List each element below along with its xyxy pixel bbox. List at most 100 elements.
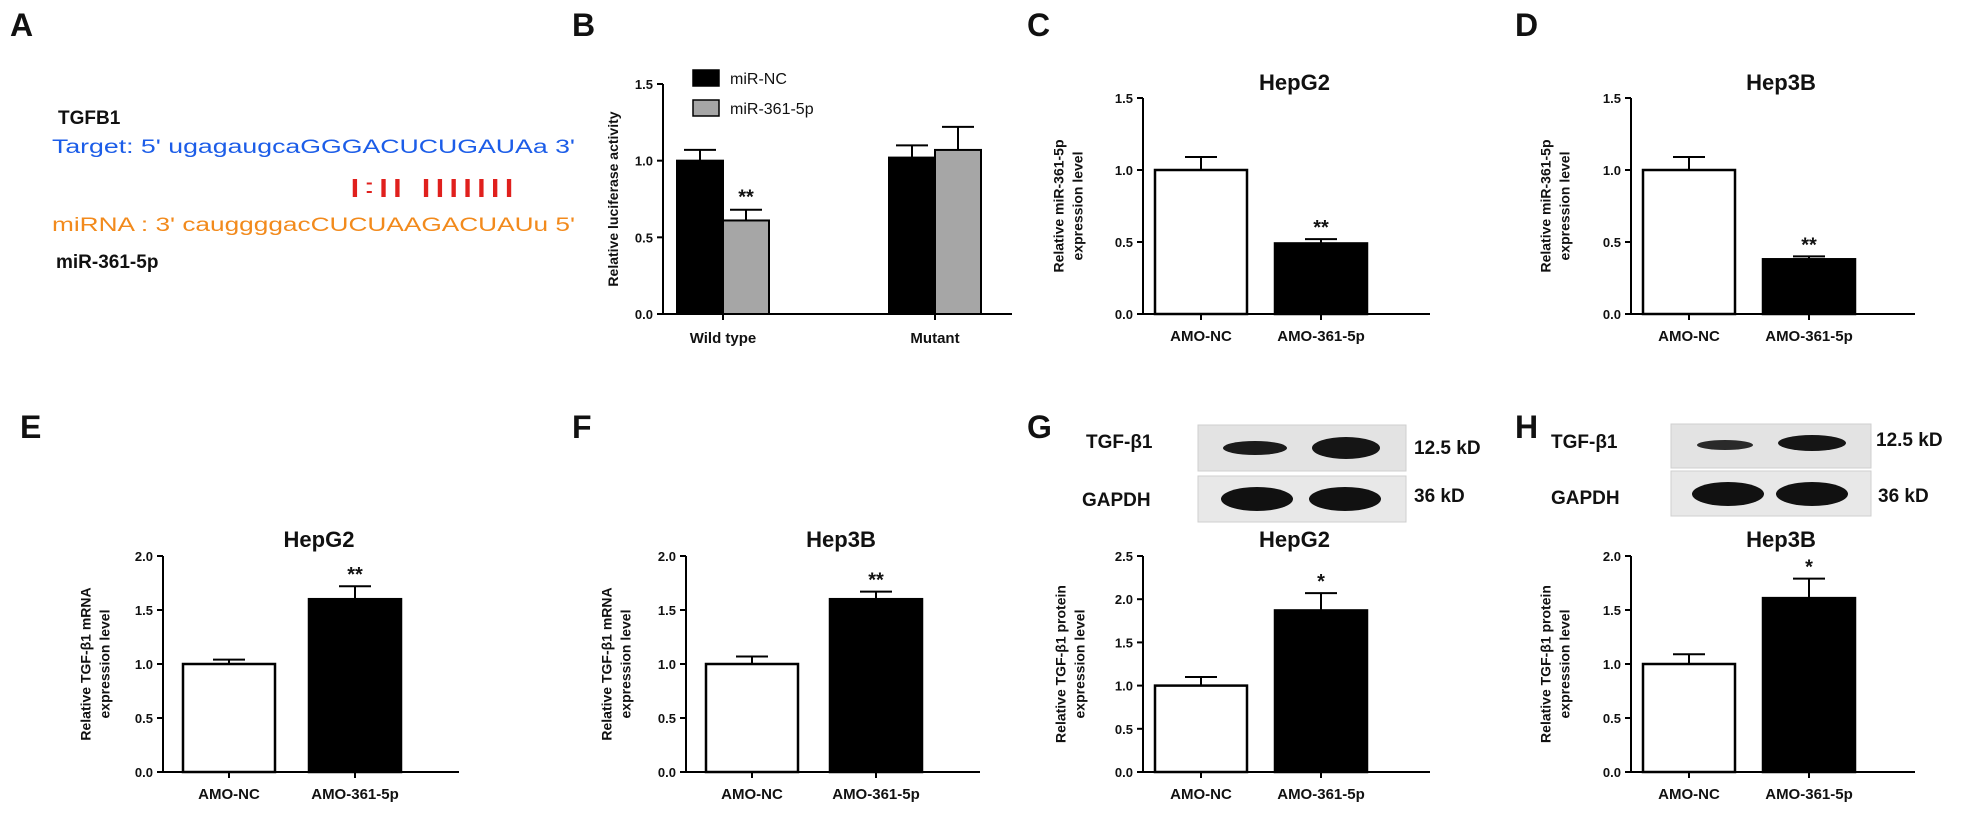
bar bbox=[181, 662, 277, 774]
charts: 0.0 0.5 1.0 1.5 Relative luciferase activity… bbox=[78, 69, 1915, 803]
y-tick-label: 0.5 bbox=[1603, 235, 1621, 250]
blot-h-band-gapdh-2 bbox=[1776, 482, 1848, 506]
y-tick-label: 1.0 bbox=[1115, 679, 1133, 694]
chart-f: 0.0 0.5 1.0 1.5 2.0 Relative TGF-β1 mRNA expre… bbox=[599, 527, 980, 803]
bar bbox=[1153, 684, 1249, 774]
panel-letter-c: C bbox=[1027, 7, 1050, 43]
legend-label: miR-NC bbox=[730, 71, 787, 88]
blot-g-band-gapdh-1 bbox=[1221, 487, 1293, 511]
y-tick-label: 0.0 bbox=[135, 765, 153, 780]
y-axis-label: expression level bbox=[618, 610, 634, 719]
y-tick-label: 1.5 bbox=[135, 603, 153, 618]
legend-swatch bbox=[692, 99, 720, 117]
y-axis-label: expression level bbox=[1557, 610, 1573, 719]
panel-letter-h: H bbox=[1515, 409, 1538, 445]
y-tick-label: 1.0 bbox=[1603, 657, 1621, 672]
y-tick-label: 0.0 bbox=[1603, 307, 1621, 322]
mirna-sequence: miRNA : 3' cauggggacCUCUAAGACUAUu 5' bbox=[52, 215, 575, 236]
panel-letter-b: B bbox=[572, 7, 595, 43]
significance-mark: ** bbox=[738, 187, 754, 209]
y-tick-label: 1.0 bbox=[635, 154, 653, 169]
x-tick-label: AMO-361-5p bbox=[832, 786, 920, 803]
x-tick-label: AMO-NC bbox=[198, 786, 260, 803]
y-tick-label: 0.0 bbox=[658, 765, 676, 780]
y-axis-label: Relative miR-361-5p bbox=[1538, 139, 1554, 272]
y-axis-label: Relative TGF-β1 protein bbox=[1538, 585, 1554, 743]
blot-g-band-tgf-1 bbox=[1223, 441, 1287, 455]
bar bbox=[934, 148, 982, 315]
blot-g-band-tgf-2 bbox=[1312, 437, 1380, 459]
chart-h: 0.0 0.5 1.0 1.5 2.0 Relative TGF-β1 protein ex… bbox=[1538, 527, 1915, 803]
blot-h-band-tgf-1 bbox=[1697, 440, 1753, 450]
chart-title: HepG2 bbox=[284, 527, 355, 552]
x-tick-label: AMO-NC bbox=[1170, 328, 1232, 345]
x-tick-label: AMO-361-5p bbox=[1765, 786, 1853, 803]
chart-title: Hep3B bbox=[1746, 527, 1816, 552]
x-tick-label: Wild type bbox=[690, 330, 757, 347]
blot-g-band2-label: GAPDH bbox=[1082, 490, 1151, 511]
significance-mark: ** bbox=[347, 564, 363, 586]
chart-e: 0.0 0.5 1.0 1.5 2.0 Relative TGF-β1 mRNA expre… bbox=[78, 527, 459, 803]
blot-h-band-tgf-2 bbox=[1778, 435, 1846, 451]
y-axis-label: Relative TGF-β1 mRNA bbox=[78, 587, 94, 740]
chart-c: 0.0 0.5 1.0 1.5 Relative miR-361-5p expressio… bbox=[1051, 70, 1430, 345]
significance-mark: ** bbox=[868, 570, 884, 592]
y-tick-label: 0.5 bbox=[1115, 722, 1133, 737]
bar bbox=[722, 219, 770, 315]
chart-title: HepG2 bbox=[1259, 527, 1330, 552]
blot-h-band2-size: 36 kD bbox=[1878, 486, 1929, 507]
blot-g-band2-size: 36 kD bbox=[1414, 486, 1465, 507]
x-tick-label: AMO-361-5p bbox=[1277, 328, 1365, 345]
y-tick-label: 2.0 bbox=[1603, 549, 1621, 564]
panel-letter-g: G bbox=[1027, 409, 1052, 445]
significance-mark: * bbox=[1805, 557, 1813, 579]
y-tick-label: 0.5 bbox=[1603, 711, 1621, 726]
y-axis-label: Relative TGF-β1 protein bbox=[1053, 585, 1069, 743]
y-tick-label: 1.0 bbox=[1603, 163, 1621, 178]
bar bbox=[1273, 242, 1369, 316]
y-axis-label: expression level bbox=[1072, 610, 1088, 719]
y-axis-label: Relative TGF-β1 mRNA bbox=[599, 587, 615, 740]
bar bbox=[828, 597, 924, 774]
bar bbox=[676, 159, 724, 315]
y-tick-label: 2.0 bbox=[658, 549, 676, 564]
y-tick-label: 1.5 bbox=[1115, 91, 1133, 106]
y-tick-label: 1.5 bbox=[1603, 603, 1621, 618]
panel-letter-d: D bbox=[1515, 7, 1538, 43]
mirna-name: miR-361-5p bbox=[56, 252, 158, 273]
y-axis-label: Relative miR-361-5p bbox=[1051, 139, 1067, 272]
legend-label: miR-361-5p bbox=[730, 101, 814, 118]
blot-g-band1-size: 12.5 kD bbox=[1414, 438, 1481, 459]
target-sequence: Target: 5' ugagaugcaGGGACUCUGAUAa 3' bbox=[52, 137, 575, 158]
bar bbox=[1761, 596, 1857, 774]
x-tick-label: AMO-NC bbox=[1658, 328, 1720, 345]
panel-letter-f: F bbox=[572, 409, 592, 445]
x-tick-label: AMO-361-5p bbox=[1277, 786, 1365, 803]
y-tick-label: 1.0 bbox=[135, 657, 153, 672]
y-tick-label: 1.5 bbox=[1603, 91, 1621, 106]
y-tick-label: 0.0 bbox=[1115, 307, 1133, 322]
y-tick-label: 1.0 bbox=[658, 657, 676, 672]
blot-h-band2-label: GAPDH bbox=[1551, 488, 1620, 509]
bar bbox=[1273, 609, 1369, 774]
x-tick-label: AMO-NC bbox=[1170, 786, 1232, 803]
chart-d: 0.0 0.5 1.0 1.5 Relative miR-361-5p expressio… bbox=[1538, 70, 1915, 345]
pairing-marks: |:|| ||||||| bbox=[348, 177, 516, 198]
x-tick-label: AMO-361-5p bbox=[1765, 328, 1853, 345]
y-tick-label: 0.5 bbox=[135, 711, 153, 726]
chart-g: 0.0 0.5 1.0 1.5 2.0 2.5 Relative TGF-β1 protei… bbox=[1053, 527, 1430, 803]
y-axis-label: Relative luciferase activity bbox=[605, 111, 621, 286]
bar bbox=[1641, 662, 1737, 774]
y-axis-label: expression level bbox=[97, 610, 113, 719]
significance-mark: ** bbox=[1801, 234, 1817, 256]
chart-title: Hep3B bbox=[806, 527, 876, 552]
x-tick-label: AMO-NC bbox=[721, 786, 783, 803]
chart-b: 0.0 0.5 1.0 1.5 Relative luciferase activity… bbox=[605, 69, 1012, 347]
y-tick-label: 1.0 bbox=[1115, 163, 1133, 178]
blot-h-band-gapdh-1 bbox=[1692, 482, 1764, 506]
x-tick-label: AMO-361-5p bbox=[311, 786, 399, 803]
bar bbox=[1153, 168, 1249, 316]
blot-g-band1-label: TGF-β1 bbox=[1086, 432, 1153, 453]
y-tick-label: 2.5 bbox=[1115, 549, 1133, 564]
